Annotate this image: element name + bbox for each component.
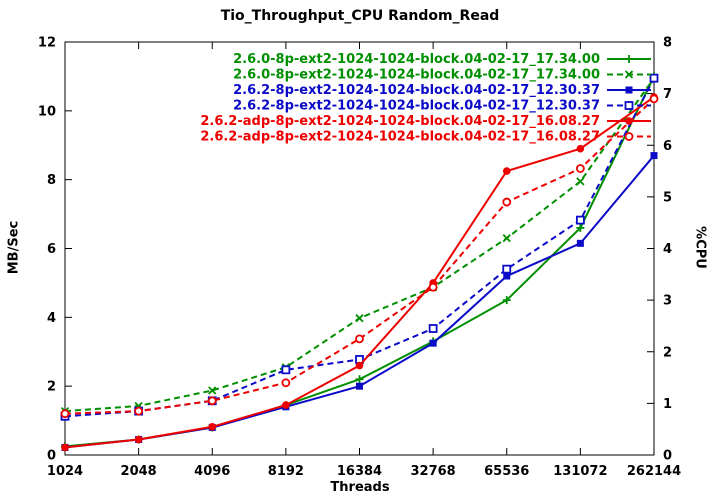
legend-label: 2.6.2-8p-ext2-1024-1024-block.04-02-17_1…	[233, 83, 600, 98]
marker-circle-open	[134, 406, 144, 416]
marker-square-open	[624, 101, 634, 110]
y-axis-label: MB/Sec	[6, 220, 22, 275]
marker-cross	[355, 314, 364, 323]
y2-tick-label: 7	[663, 87, 672, 102]
marker-square-open	[281, 365, 291, 375]
x-tick-label: 4096	[194, 464, 230, 479]
marker-square-open	[575, 215, 585, 225]
marker-square-open	[428, 324, 438, 333]
marker-square	[356, 382, 363, 390]
y2-tick-label: 8	[663, 36, 672, 51]
marker-circle	[61, 443, 69, 452]
y-tick-label: 6	[47, 242, 56, 257]
marker-circle-open	[428, 282, 438, 292]
marker-circle-open	[624, 132, 634, 141]
y2-tick-label: 1	[663, 397, 672, 412]
marker-plus	[625, 55, 633, 63]
y2-tick-label: 0	[663, 449, 672, 464]
marker-square	[625, 86, 633, 94]
y-tick-label: 8	[47, 173, 56, 188]
legend-label: 2.6.0-8p-ext2-1024-1024-block.04-02-17_1…	[233, 52, 600, 67]
series-4	[61, 93, 658, 452]
series-5	[60, 94, 659, 419]
marker-circle-open	[575, 164, 585, 173]
legend-label: 2.6.2-adp-8p-ext2-1024-1024-block.04-02-…	[200, 114, 600, 129]
marker-plus	[355, 375, 364, 384]
marker-circle-open	[207, 396, 217, 406]
legend-label: 2.6.2-8p-ext2-1024-1024-block.04-02-17_1…	[233, 99, 600, 114]
marker-circle	[208, 422, 217, 431]
marker-circle	[355, 361, 364, 370]
legend: 2.6.0-8p-ext2-1024-1024-block.04-02-17_1…	[200, 52, 651, 145]
marker-square	[576, 239, 584, 247]
marker-square	[503, 272, 511, 280]
y2-tick-label: 4	[663, 242, 672, 257]
y2-axis-label: %CPU	[692, 226, 708, 269]
marker-plus	[502, 296, 511, 305]
marker-circle-open	[649, 94, 659, 104]
x-tick-label: 262144	[627, 464, 681, 479]
marker-circle	[134, 435, 143, 444]
y2-tick-label: 6	[663, 139, 672, 154]
series-line	[64, 154, 655, 449]
y-tick-label: 4	[47, 311, 56, 326]
marker-square-open	[649, 73, 659, 83]
x-tick-label: 32768	[411, 464, 456, 479]
y-tick-label: 0	[47, 449, 56, 464]
y2-tick-label: 2	[663, 345, 672, 360]
legend-label: 2.6.0-8p-ext2-1024-1024-block.04-02-17_1…	[233, 68, 600, 83]
axis-ticks	[64, 41, 655, 456]
marker-cross	[576, 177, 585, 186]
marker-plus	[576, 223, 585, 232]
marker-cross	[624, 70, 634, 79]
series-2	[61, 152, 658, 451]
marker-circle-open	[355, 334, 364, 344]
y-tick-label: 12	[38, 36, 56, 51]
y-tick-label: 10	[38, 104, 56, 119]
y2-tick-label: 3	[663, 294, 672, 309]
marker-square	[650, 152, 658, 160]
x-tick-label: 16384	[337, 464, 382, 479]
marker-square	[429, 339, 437, 347]
marker-circle-open	[281, 378, 291, 388]
marker-circle-open	[502, 197, 512, 207]
marker-circle	[502, 167, 511, 175]
marker-circle	[576, 144, 585, 153]
legend-label: 2.6.2-adp-8p-ext2-1024-1024-block.04-02-…	[200, 130, 600, 145]
marker-circle	[625, 117, 633, 125]
marker-circle	[282, 401, 290, 409]
x-tick-label: 2048	[121, 464, 157, 479]
x-tick-label: 1024	[47, 464, 83, 479]
x-tick-label: 131072	[553, 464, 607, 479]
x-tick-label: 65536	[484, 464, 529, 479]
x-tick-label: 8192	[268, 464, 304, 479]
marker-square-open	[502, 264, 512, 274]
marker-cross	[208, 386, 217, 395]
y2-tick-label: 5	[663, 190, 672, 205]
marker-cross	[502, 234, 511, 243]
series-line	[64, 96, 655, 449]
series-line	[64, 98, 655, 415]
chart-title: Tio_Throughput_CPU Random_Read	[220, 8, 500, 24]
marker-circle-open	[60, 409, 70, 419]
x-axis-label: Threads	[330, 480, 390, 495]
y-tick-label: 2	[47, 380, 56, 395]
